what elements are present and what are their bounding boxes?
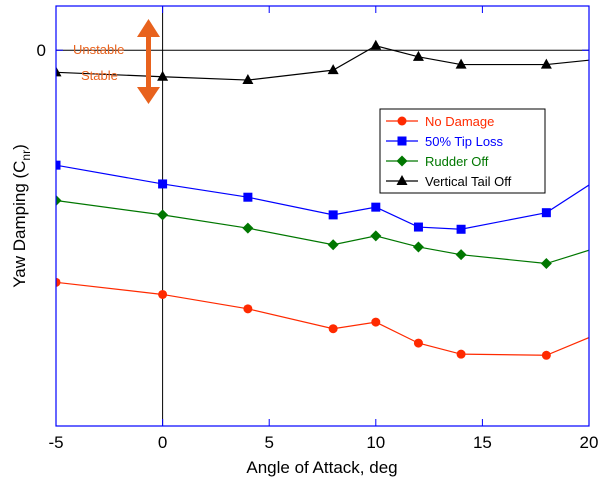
series-layer — [56, 39, 589, 360]
data-point — [371, 202, 381, 212]
x-axis-label: Angle of Attack, deg — [246, 458, 397, 477]
data-point — [370, 230, 382, 242]
data-point — [540, 58, 552, 69]
data-point — [328, 210, 338, 220]
x-tick-label: 15 — [473, 433, 492, 452]
legend-entry: Rudder Off — [386, 154, 489, 169]
data-point — [371, 317, 381, 327]
series-0 — [56, 277, 589, 360]
data-point — [242, 74, 254, 85]
series-1 — [56, 160, 589, 234]
data-point — [456, 349, 466, 359]
data-point — [328, 324, 338, 334]
data-point — [56, 160, 61, 170]
stability-annotation: Unstable Stable — [73, 19, 160, 104]
legend-swatch-marker — [397, 136, 407, 146]
legend-swatch-marker — [396, 175, 408, 185]
data-point — [455, 249, 467, 261]
data-point — [370, 39, 382, 50]
data-point — [56, 277, 61, 287]
data-point — [243, 304, 253, 314]
axis-tick-labels: -5 0 5 10 15 20 0 — [37, 41, 599, 452]
legend-entry: Vertical Tail Off — [386, 174, 512, 189]
data-point — [540, 258, 552, 270]
data-point — [541, 350, 551, 360]
data-point — [412, 50, 424, 61]
data-point — [413, 338, 423, 348]
data-point — [243, 192, 253, 202]
axis-ticks — [55, 6, 590, 426]
y-axis-label-main: Yaw Damping (C — [10, 161, 29, 288]
x-tick-label: 5 — [264, 433, 273, 452]
legend-label: 50% Tip Loss — [425, 134, 504, 149]
x-tick-label: 0 — [158, 433, 167, 452]
data-point — [158, 179, 168, 189]
stable-label: Stable — [81, 68, 118, 83]
data-point — [541, 208, 551, 218]
data-point — [327, 239, 339, 251]
legend-box — [379, 108, 546, 194]
data-point — [455, 58, 467, 69]
legend-label: Vertical Tail Off — [425, 174, 512, 189]
double-arrow-icon — [137, 19, 160, 104]
y-tick-label: 0 — [37, 41, 46, 60]
legend-entry: 50% Tip Loss — [386, 134, 504, 149]
legend-label: No Damage — [425, 114, 494, 129]
data-point — [56, 195, 62, 207]
plot-frame — [55, 5, 590, 427]
data-point — [56, 66, 62, 77]
y-axis-label-subscript: nr — [19, 150, 33, 161]
data-point — [413, 222, 423, 232]
plot-background — [56, 6, 589, 426]
y-axis-label-close: ) — [10, 144, 29, 150]
legend-label: Rudder Off — [425, 154, 489, 169]
legend-swatch-marker — [397, 116, 407, 126]
legend: No Damage 50% Tip Loss Rudder Off Vertical … — [379, 108, 546, 194]
legend-swatch-marker — [396, 155, 408, 167]
data-point — [456, 224, 466, 234]
data-point — [158, 289, 168, 299]
y-axis-label: Yaw Damping (Cnr) — [10, 144, 33, 288]
data-point — [157, 209, 169, 221]
data-point — [412, 241, 424, 253]
x-tick-label: 10 — [366, 433, 385, 452]
legend-entry: No Damage — [386, 114, 494, 129]
series-3 — [56, 39, 589, 85]
unstable-label: Unstable — [73, 42, 124, 57]
data-point — [242, 222, 254, 234]
data-point — [157, 70, 169, 81]
series-2 — [56, 195, 589, 270]
x-tick-label: -5 — [48, 433, 63, 452]
data-point — [327, 64, 339, 75]
x-tick-label: 20 — [580, 433, 599, 452]
